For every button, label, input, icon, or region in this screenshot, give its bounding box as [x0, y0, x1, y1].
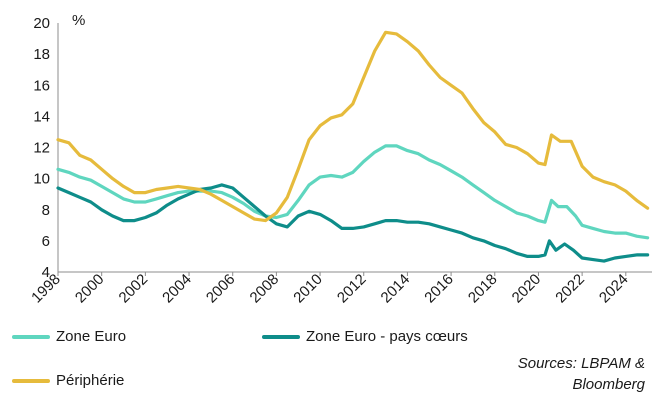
y-axis-unit-label: %: [72, 12, 85, 29]
legend-item-peripherie: Périphérie: [12, 372, 124, 389]
y-tick-label: 6: [42, 233, 50, 250]
source-line-1: Sources: LBPAM &: [517, 355, 645, 372]
series-line-2: [56, 30, 650, 223]
series-line-1: [56, 183, 650, 263]
x-tick-label: 2022: [552, 271, 588, 307]
legend-label-peripherie: Périphérie: [56, 372, 125, 389]
legend-label-zone-euro: Zone Euro: [56, 328, 127, 345]
x-tick-label: 2012: [334, 271, 370, 307]
y-tick-label: 10: [33, 171, 50, 188]
y-tick-label: 16: [33, 77, 50, 94]
series-line-0: [56, 144, 650, 240]
y-tick-label: 18: [33, 46, 50, 63]
x-tick-label: 2008: [247, 271, 283, 307]
x-tick-label: 2010: [290, 271, 326, 307]
y-tick-label: 8: [42, 202, 50, 219]
x-tick-label: 2002: [116, 271, 152, 307]
legend-item-pays-coeurs: Zone Euro - pays cœurs: [262, 328, 468, 345]
x-tick-label: 2004: [159, 271, 195, 307]
x-tick-label: 2000: [72, 271, 108, 307]
legend-item-zone-euro: Zone Euro: [12, 328, 126, 345]
legend-swatch-peripherie: [12, 378, 50, 383]
source-line-2: Bloomberg: [572, 376, 645, 393]
y-tick-label: 14: [33, 108, 50, 125]
y-tick-label: 12: [33, 140, 50, 157]
x-tick-label: 1998: [28, 271, 64, 307]
y-tick-label: 20: [33, 15, 50, 32]
series-lines: [56, 30, 650, 263]
x-tick-label: 2014: [378, 271, 414, 307]
legend-label-pays-coeurs: Zone Euro - pays cœurs: [306, 328, 468, 345]
x-tick-label: 2006: [203, 271, 239, 307]
y-tick-label: 4: [42, 264, 50, 281]
legend-swatch-pays-coeurs: [262, 334, 300, 339]
x-tick-label: 2016: [421, 271, 457, 307]
x-tick-label: 2024: [596, 271, 632, 307]
source-note: Sources: LBPAM & Bloomberg: [518, 353, 645, 395]
legend-swatch-zone-euro: [12, 334, 50, 339]
x-tick-label: 2020: [509, 271, 545, 307]
x-tick-label: 2018: [465, 271, 501, 307]
